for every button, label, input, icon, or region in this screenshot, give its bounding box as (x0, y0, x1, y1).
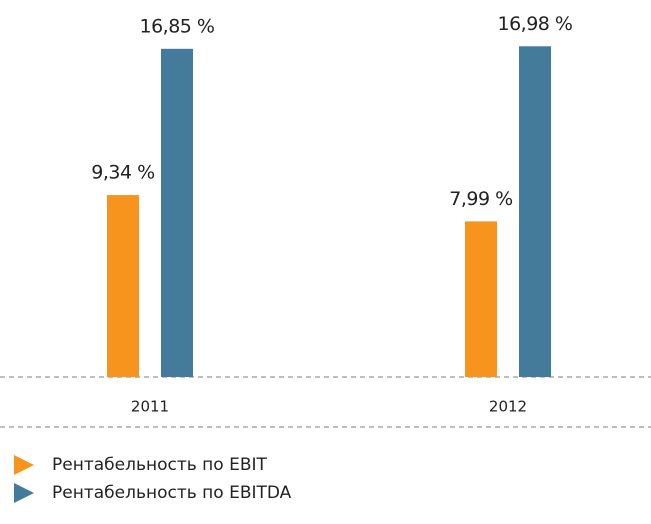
bar (465, 221, 497, 377)
value-label: 16,98 % (498, 13, 573, 35)
legend-label: Рентабельность по EBITDA (52, 483, 292, 503)
x-tick-label: 2011 (131, 398, 169, 416)
bar (161, 48, 193, 377)
legend-label: Рентабельность по EBIT (52, 455, 267, 475)
value-label: 16,85 % (140, 15, 215, 37)
x-tick-label: 2012 (489, 398, 527, 416)
legend-marker (14, 483, 34, 503)
value-label: 9,34 % (91, 162, 154, 184)
bar (107, 195, 139, 377)
bar (519, 46, 551, 378)
value-label: 7,99 % (449, 188, 512, 210)
legend-marker (14, 455, 34, 475)
